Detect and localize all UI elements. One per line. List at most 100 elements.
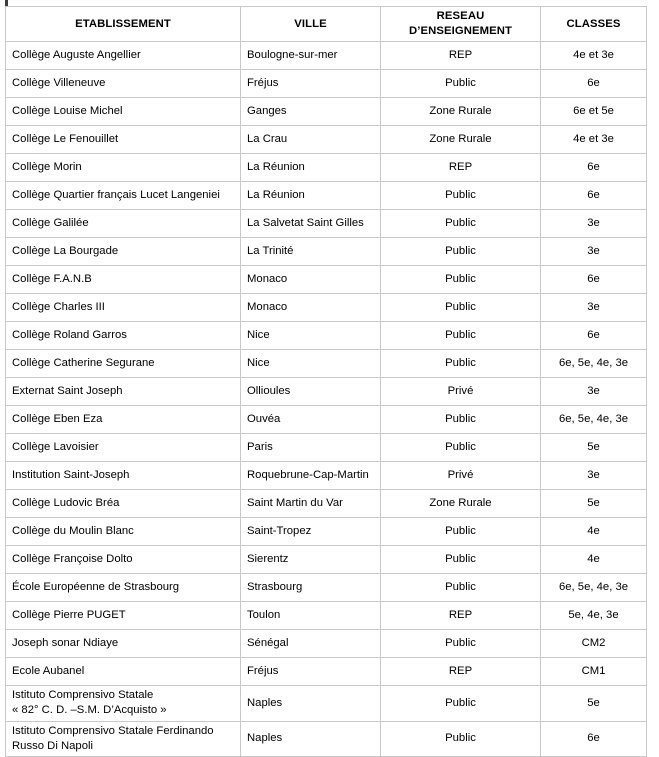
- cell-etablissement: Collège Eben Eza: [5, 405, 241, 435]
- table-row: Collège Roland Garros Nice Public 6e: [5, 321, 647, 351]
- cell-classes: 5e: [540, 489, 647, 519]
- schools-table: ETABLISSEMENT VILLE RESEAU D’ENSEIGNEMEN…: [5, 5, 647, 757]
- cell-classes: 3e: [540, 461, 647, 491]
- cell-ville: La Réunion: [240, 181, 381, 211]
- cell-etablissement: Ecole Aubanel: [5, 657, 241, 687]
- table-row: Collège Françoise Dolto Sierentz Public 4e: [5, 545, 647, 575]
- cell-etablissement: Collège Roland Garros: [5, 321, 241, 351]
- cell-reseau: Public: [380, 349, 541, 379]
- cell-reseau: Public: [380, 433, 541, 463]
- cell-classes: CM1: [540, 657, 647, 687]
- cell-ville: Ollioules: [240, 377, 381, 407]
- cell-classes: 4e et 3e: [540, 125, 647, 155]
- cell-classes: 3e: [540, 293, 647, 323]
- cell-ville: Sénégal: [240, 629, 381, 659]
- cell-reseau: Public: [380, 209, 541, 239]
- cell-classes: 6e, 5e, 4e, 3e: [540, 573, 647, 603]
- cell-reseau: Privé: [380, 461, 541, 491]
- table-row: Istituto Comprensivo Statale Ferdinando …: [5, 720, 647, 757]
- cell-ville: La Trinité: [240, 237, 381, 267]
- table-row: Collège La Bourgade La Trinité Public 3e: [5, 237, 647, 267]
- cell-reseau: Zone Rurale: [380, 125, 541, 155]
- table-row: Collège F.A.N.B Monaco Public 6e: [5, 265, 647, 295]
- cell-etablissement: Collège Morin: [5, 153, 241, 183]
- cell-classes: 6e: [540, 321, 647, 351]
- table-row: Collège Catherine Segurane Nice Public 6e, …: [5, 349, 647, 379]
- cell-classes: 5e, 4e, 3e: [540, 601, 647, 631]
- cell-ville: Monaco: [240, 293, 381, 323]
- cell-etablissement: Collège La Bourgade: [5, 237, 241, 267]
- cell-etablissement: Collège F.A.N.B: [5, 265, 241, 295]
- table-row: Ecole Aubanel Fréjus REP CM1: [5, 657, 647, 687]
- cell-etablissement: Collège Villeneuve: [5, 69, 241, 99]
- cell-ville: La Crau: [240, 125, 381, 155]
- table-row: Collège Louise Michel Ganges Zone Rurale 6e…: [5, 97, 647, 127]
- cell-classes: 5e: [540, 685, 647, 722]
- cell-etablissement: Collège Louise Michel: [5, 97, 241, 127]
- cell-ville: Strasbourg: [240, 573, 381, 603]
- cell-etablissement: Collège Françoise Dolto: [5, 545, 241, 575]
- cell-reseau: REP: [380, 601, 541, 631]
- cell-ville: Saint Martin du Var: [240, 489, 381, 519]
- cell-etablissement: Collège du Moulin Blanc: [5, 517, 241, 547]
- cell-reseau: REP: [380, 41, 541, 71]
- cell-etablissement: Joseph sonar Ndiaye: [5, 629, 241, 659]
- cell-ville: Nice: [240, 349, 381, 379]
- cell-etablissement: Istituto Comprensivo Statale Ferdinando …: [5, 720, 241, 757]
- cell-reseau: Zone Rurale: [380, 97, 541, 127]
- cell-ville: Fréjus: [240, 69, 381, 99]
- column-header-classes: CLASSES: [540, 5, 647, 43]
- cell-ville: La Réunion: [240, 153, 381, 183]
- cell-ville: Sierentz: [240, 545, 381, 575]
- cell-etablissement: Collège Pierre PUGET: [5, 601, 241, 631]
- cell-etablissement: École Européenne de Strasbourg: [5, 573, 241, 603]
- table-row: Collège du Moulin Blanc Saint-Tropez Publi…: [5, 517, 647, 547]
- table-row: Collège Galilée La Salvetat Saint Gilles P…: [5, 209, 647, 239]
- cell-ville: Naples: [240, 685, 381, 722]
- table-row: Collège Villeneuve Fréjus Public 6e: [5, 69, 647, 99]
- cell-reseau: Public: [380, 181, 541, 211]
- table-row: Collège Eben Eza Ouvéa Public 6e, 5e, 4e, 3…: [5, 405, 647, 435]
- cell-classes: 4e: [540, 517, 647, 547]
- table-row: Collège Morin La Réunion REP 6e: [5, 153, 647, 183]
- cell-etablissement: Collège Charles III: [5, 293, 241, 323]
- schools-table-container: ETABLISSEMENT VILLE RESEAU D’ENSEIGNEMEN…: [5, 5, 647, 757]
- cell-etablissement: Externat Saint Joseph: [5, 377, 241, 407]
- cell-etablissement: Istituto Comprensivo Statale « 82° C. D.…: [5, 685, 241, 722]
- column-header-ville: VILLE: [240, 5, 381, 43]
- table-row: Collège Lavoisier Paris Public 5e: [5, 433, 647, 463]
- cell-ville: Naples: [240, 720, 381, 757]
- cell-ville: Roquebrune-Cap-Martin: [240, 461, 381, 491]
- page: ETABLISSEMENT VILLE RESEAU D’ENSEIGNEMEN…: [5, 0, 647, 757]
- cell-reseau: Public: [380, 405, 541, 435]
- table-row: Externat Saint Joseph Ollioules Privé 3e: [5, 377, 647, 407]
- cell-classes: 3e: [540, 377, 647, 407]
- table-row: Collège Quartier français Lucet Langenie…: [5, 181, 647, 211]
- cell-ville: Boulogne-sur-mer: [240, 41, 381, 71]
- cell-etablissement: Collège Le Fenouillet: [5, 125, 241, 155]
- cell-reseau: Public: [380, 293, 541, 323]
- cell-reseau: Public: [380, 573, 541, 603]
- corner-mark: [5, 0, 8, 7]
- table-row: École Européenne de Strasbourg Strasbourg…: [5, 573, 647, 603]
- cell-ville: Ouvéa: [240, 405, 381, 435]
- table-row: Institution Saint-Joseph Roquebrune-Cap-M…: [5, 461, 647, 491]
- cell-ville: La Salvetat Saint Gilles: [240, 209, 381, 239]
- cell-classes: 6e: [540, 181, 647, 211]
- cell-classes: 6e: [540, 153, 647, 183]
- cell-classes: 3e: [540, 209, 647, 239]
- cell-etablissement: Collège Quartier français Lucet Langenie…: [5, 181, 241, 211]
- cell-reseau: Public: [380, 545, 541, 575]
- cell-reseau: Public: [380, 321, 541, 351]
- cell-ville: Paris: [240, 433, 381, 463]
- column-header-reseau: RESEAU D’ENSEIGNEMENT: [380, 5, 541, 43]
- cell-classes: 3e: [540, 237, 647, 267]
- cell-reseau: Public: [380, 685, 541, 722]
- cell-classes: 6e, 5e, 4e, 3e: [540, 405, 647, 435]
- table-header: ETABLISSEMENT VILLE RESEAU D’ENSEIGNEMEN…: [5, 5, 647, 43]
- cell-classes: 6e: [540, 265, 647, 295]
- table-row: Collège Charles III Monaco Public 3e: [5, 293, 647, 323]
- cell-ville: Toulon: [240, 601, 381, 631]
- cell-classes: 6e et 5e: [540, 97, 647, 127]
- cell-ville: Nice: [240, 321, 381, 351]
